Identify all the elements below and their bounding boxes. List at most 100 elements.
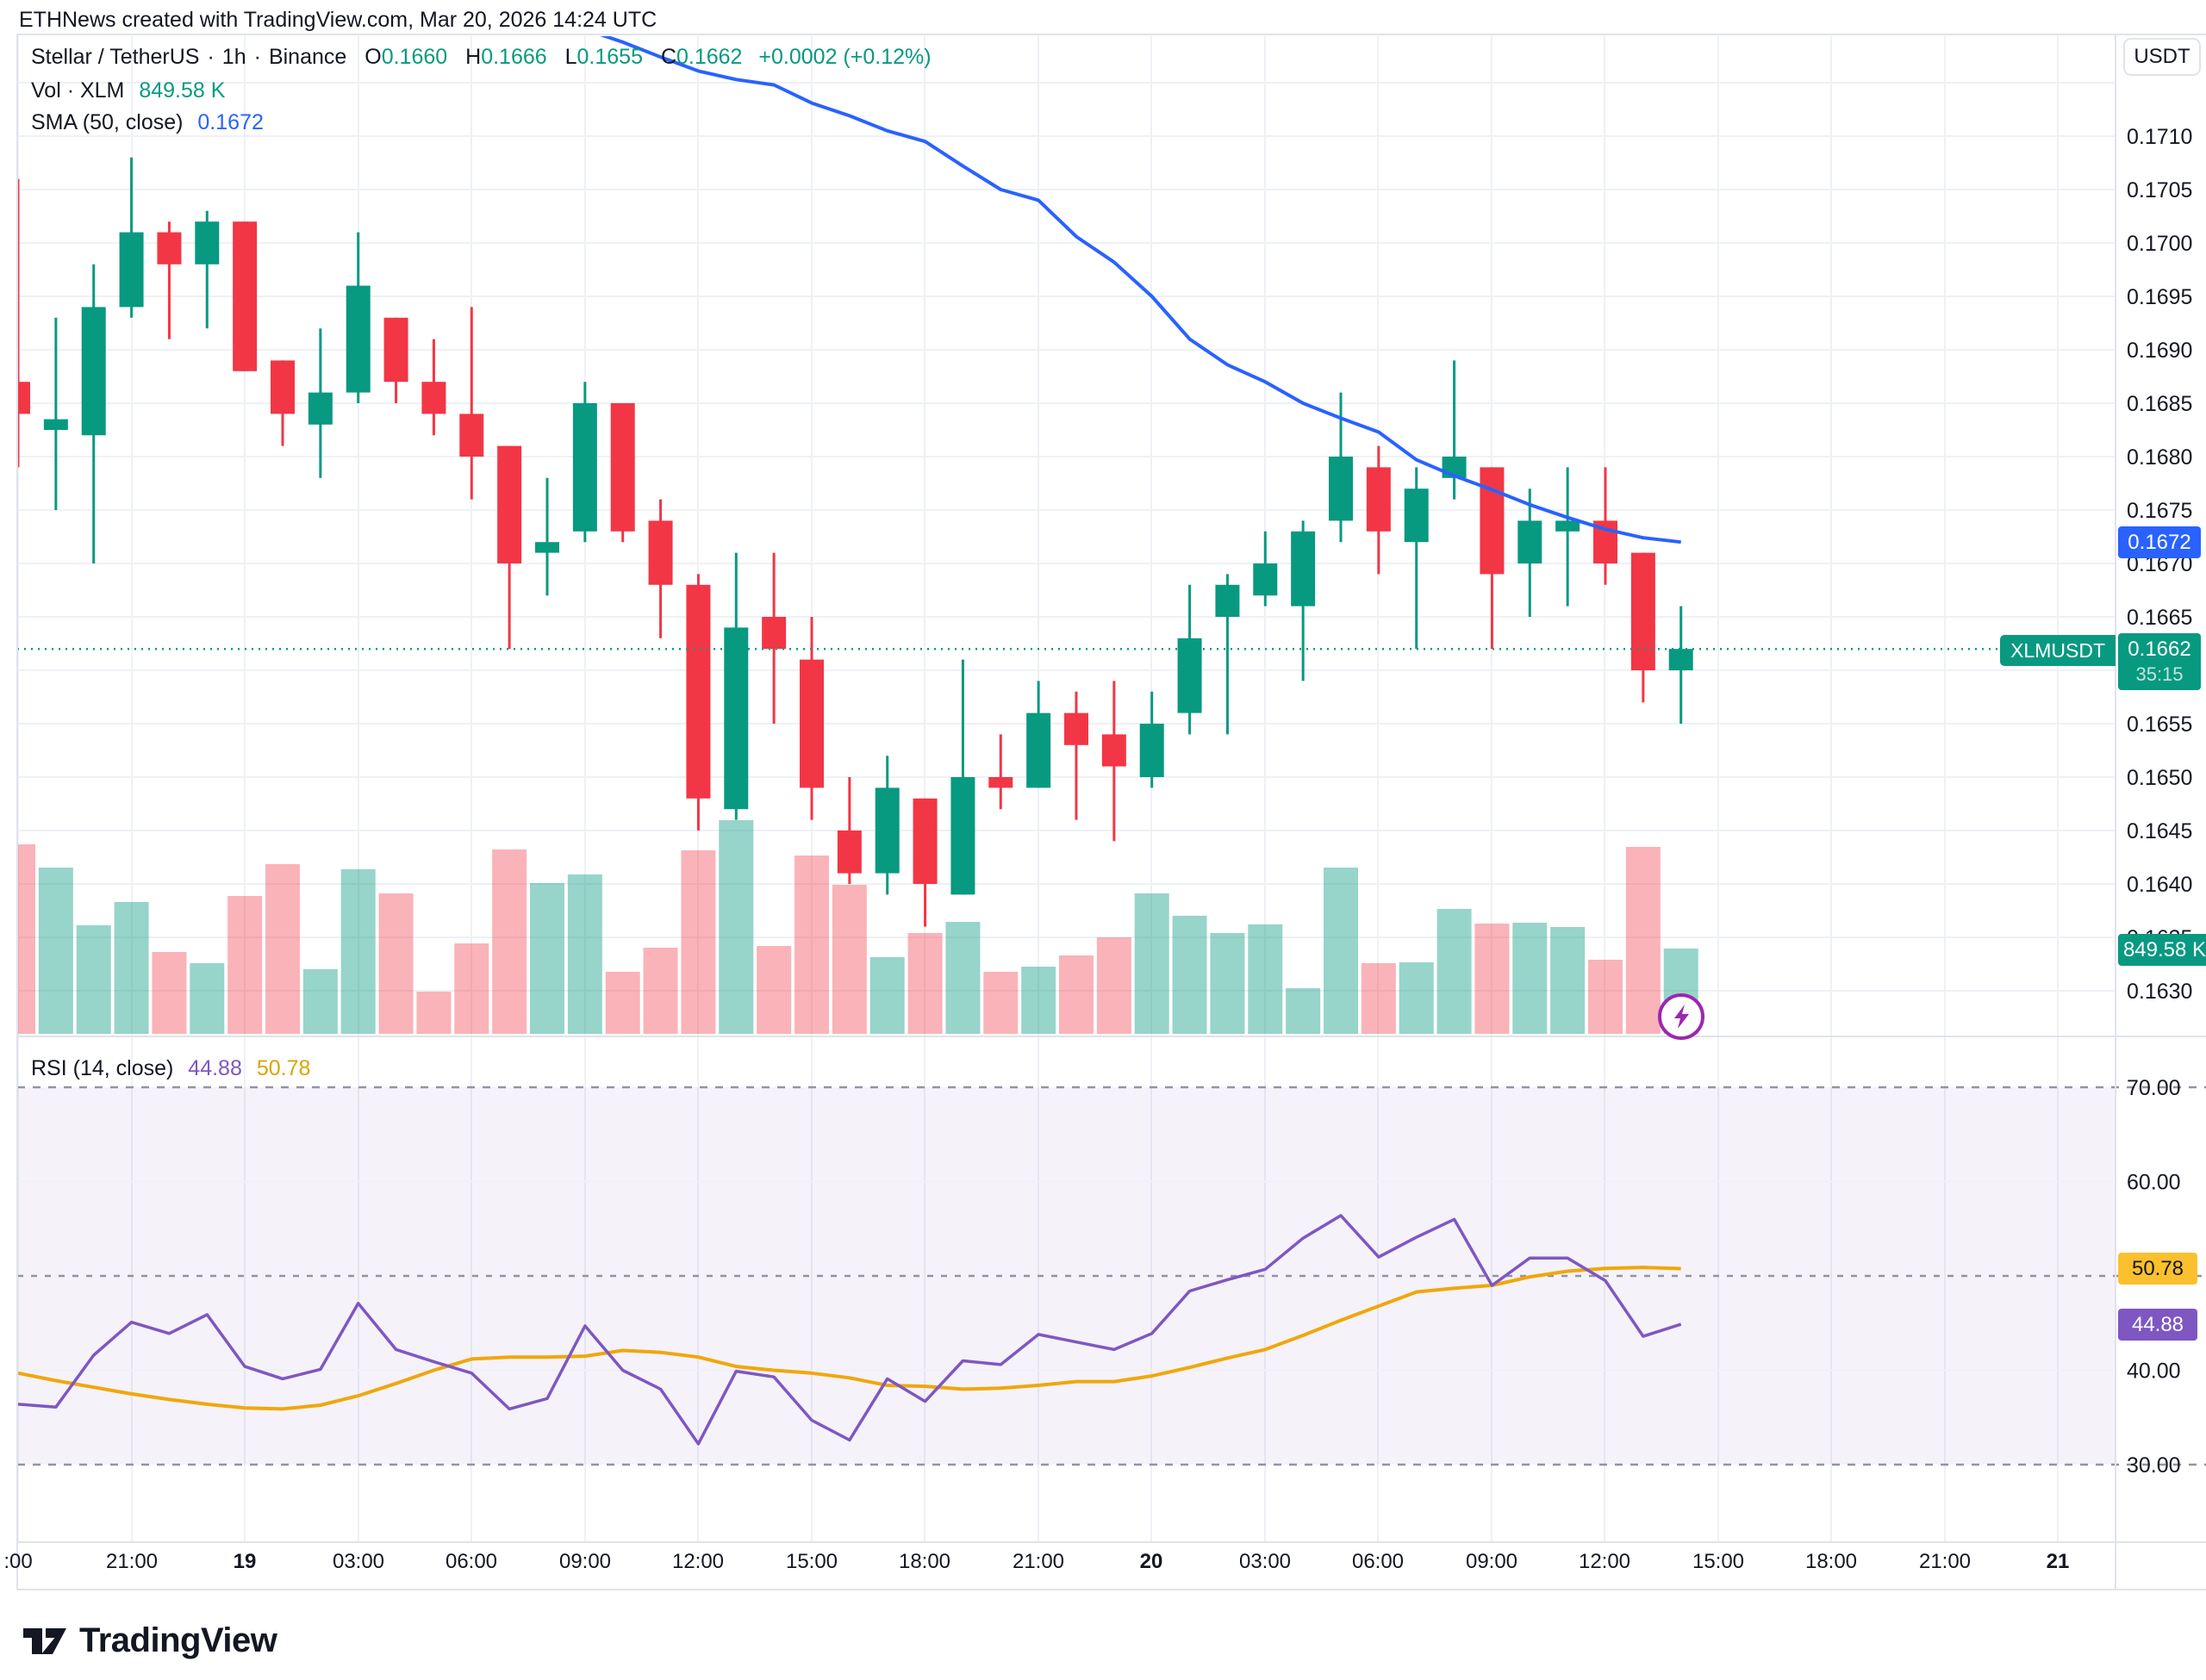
volume-bar (945, 922, 981, 1034)
volume-bar (757, 946, 792, 1034)
price-pane[interactable] (1, 29, 1698, 1034)
candle-body (799, 659, 824, 788)
volume-bar (1172, 915, 1207, 1034)
candle-body (119, 232, 144, 308)
volume-bar (492, 849, 527, 1034)
rsi-line (17, 1214, 1682, 1446)
volume-bar (416, 992, 452, 1034)
time-tick-label: 18:00 (1805, 1550, 1857, 1573)
price-tick-label: 0.1710 (2127, 125, 2192, 149)
sma-price-tag: 0.1672 (2118, 526, 2201, 558)
volume-bar (869, 956, 905, 1034)
candle-body (950, 777, 975, 895)
volume-legend[interactable]: Vol · XLM 849.58 K (31, 78, 225, 103)
candle-body (17, 382, 30, 414)
candle-body (686, 584, 711, 799)
open-label: O (365, 45, 382, 69)
rsi-ma-line (17, 1266, 1681, 1411)
volume-bar (1550, 926, 1586, 1034)
open-value: 0.1660 (381, 45, 448, 69)
high-label: H (465, 45, 482, 69)
candle-body (1177, 638, 1202, 713)
sma50-line (600, 36, 1681, 544)
volume-bar (1248, 924, 1283, 1034)
rsi-pane[interactable] (17, 1214, 1682, 1446)
price-tick-label: 0.1695 (2127, 285, 2192, 309)
price-tick-label: 0.1630 (2127, 980, 2192, 1004)
volume-bar (1096, 936, 1131, 1034)
volume-bar (681, 849, 716, 1034)
volume-bar (1625, 846, 1661, 1034)
volume-bar (38, 867, 73, 1034)
volume-bar (1587, 959, 1623, 1034)
bar-countdown: 35:15 (2135, 663, 2184, 685)
volume-bar (1399, 962, 1434, 1034)
volume-axis-tag: 849.58 K (2118, 934, 2206, 966)
rsi-legend[interactable]: RSI (14, close) 44.88 50.78 (31, 1056, 310, 1081)
price-tick-label: 0.1645 (2127, 819, 2192, 843)
symbol-title[interactable]: Stellar / TetherUS (31, 45, 200, 69)
volume-bar (190, 962, 225, 1034)
time-tick-label: 15:00 (1692, 1550, 1744, 1573)
price-tick-label: 0.1690 (2127, 339, 2192, 363)
candle-body (534, 542, 559, 553)
candle-body (1328, 457, 1353, 521)
candle-body (1366, 467, 1391, 532)
time-tick-label: 21 (2047, 1550, 2070, 1573)
currency-toggle-button[interactable]: USDT (2123, 38, 2201, 76)
candle-body (572, 403, 597, 532)
rsi-tick-label: 40.00 (2127, 1360, 2181, 1384)
candle-body (762, 617, 787, 650)
volume-bar (1436, 909, 1472, 1034)
time-tick-label: 18:00 (899, 1550, 950, 1573)
time-tick-label: 09:00 (559, 1550, 611, 1573)
high-value: 0.1666 (481, 45, 547, 69)
candle-body (1215, 584, 1240, 617)
price-tick-label: 0.1650 (2127, 766, 2192, 790)
exchange: Binance (268, 45, 347, 69)
volume-bar (454, 943, 489, 1034)
change-value: +0.0002 (+0.12%) (758, 45, 932, 69)
close-value: 0.1662 (676, 45, 743, 69)
sma-legend[interactable]: SMA (50, close) 0.1672 (31, 110, 264, 135)
volume-bar (76, 925, 111, 1034)
boost-flash-icon[interactable] (1656, 992, 1706, 1046)
candle-body (988, 777, 1013, 788)
volume-bar (794, 856, 829, 1034)
price-tick-label: 0.1705 (2127, 178, 2192, 202)
tradingview-logo[interactable]: TradingView (22, 1620, 277, 1661)
candle-body (157, 232, 182, 264)
candle-body (1139, 724, 1164, 777)
volume-bar (1474, 924, 1510, 1034)
rsi-tick-label: 70.00 (2127, 1076, 2181, 1100)
volume-bar (340, 868, 376, 1034)
symbol-legend[interactable]: Stellar / TetherUS · 1h · Binance O0.1660 H0… (31, 45, 932, 69)
time-tick-label: 12:00 (672, 1550, 724, 1573)
candle-body (913, 798, 938, 884)
time-tick-label: 06:00 (446, 1550, 497, 1573)
volume-bar (1512, 922, 1548, 1034)
rsi-ma-value: 50.78 (256, 1056, 311, 1080)
time-tick-label: 19 (234, 1550, 257, 1573)
interval[interactable]: 1h (221, 45, 246, 69)
time-tick-label: 21:00 (106, 1550, 158, 1573)
time-tick-label: 20 (1140, 1550, 1163, 1573)
rsi-axis-tag: 44.88 (2118, 1309, 2197, 1341)
candle-body (1063, 712, 1088, 745)
price-tick-label: 0.1655 (2127, 712, 2192, 737)
candle-body (875, 787, 900, 874)
time-tick-label: 03:00 (1239, 1550, 1291, 1573)
price-tick-label: 0.1640 (2127, 873, 2192, 897)
volume-bar (1323, 867, 1358, 1034)
candle-body (1026, 712, 1051, 788)
time-tick-label: 09:00 (1466, 1550, 1517, 1573)
close-label: C (660, 45, 676, 69)
candle-body (43, 419, 68, 430)
candle-body (1630, 552, 1655, 670)
low-label: L (564, 45, 577, 69)
volume-bar (1021, 967, 1056, 1034)
rsi-label: RSI (14, close) (31, 1056, 174, 1080)
candle-body (610, 403, 635, 532)
candle-body (308, 392, 333, 425)
